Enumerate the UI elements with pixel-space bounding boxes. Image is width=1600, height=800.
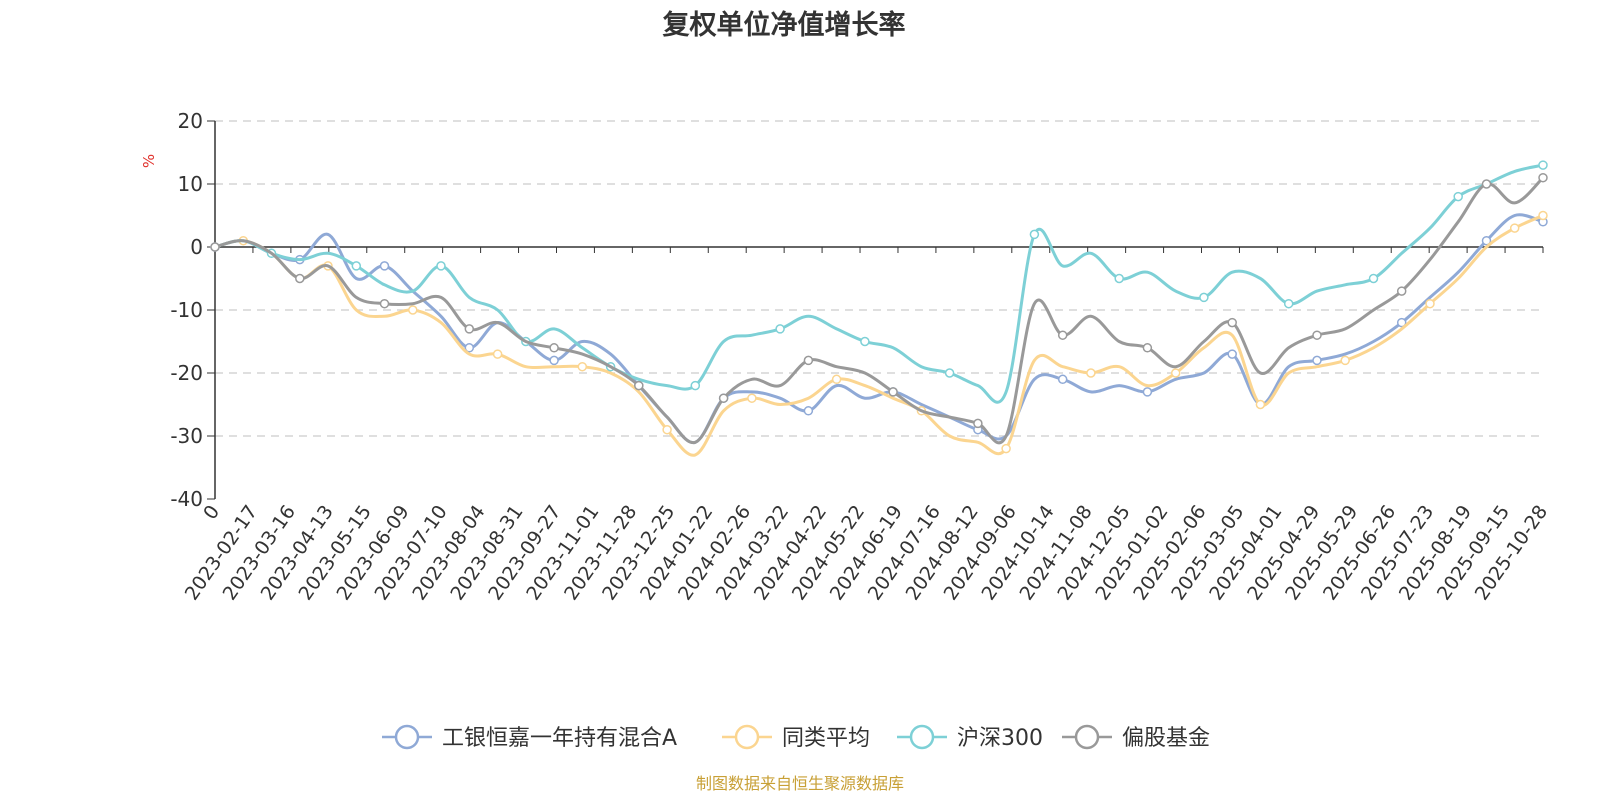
data-source-note: 制图数据来自恒生聚源数据库: [696, 774, 904, 793]
series-point: [1227, 349, 1237, 359]
series-point: [549, 355, 559, 366]
series-point: [662, 424, 672, 435]
legend-marker-icon: [394, 724, 420, 750]
y-tick-label: 20: [178, 109, 203, 133]
series-point: [1481, 235, 1492, 246]
legend-marker-icon: [909, 724, 935, 750]
series-point: [973, 418, 983, 429]
series-point: [436, 261, 446, 271]
series-point: [1029, 229, 1040, 240]
series-point: [1340, 355, 1350, 366]
y-tick-label: -30: [170, 424, 203, 448]
series-point: [634, 380, 644, 391]
series-point: [351, 261, 362, 271]
legend-item[interactable]: 偏股基金: [1062, 724, 1210, 751]
series-point: [1142, 343, 1153, 353]
series-point: [1396, 286, 1407, 296]
series-point: [379, 261, 390, 271]
series-point: [690, 380, 701, 391]
legend: 工银恒嘉一年持有混合A 同类平均 沪深300 偏股基金: [382, 724, 1210, 751]
series-point: [1538, 210, 1548, 221]
legend-item[interactable]: 沪深300: [897, 724, 1043, 751]
legend-label: 工银恒嘉一年持有混合A: [442, 726, 677, 751]
series-point: [1170, 368, 1181, 378]
chart-title: 复权单位净值增长率: [663, 9, 906, 41]
series-point: [1283, 298, 1294, 309]
y-tick-label: -20: [170, 361, 203, 385]
legend-marker-icon: [1074, 724, 1100, 750]
series-point: [1453, 191, 1463, 202]
legend-label: 同类平均: [782, 726, 870, 751]
legend-label: 偏股基金: [1122, 726, 1210, 751]
series-point: [888, 387, 898, 397]
series-point: [831, 374, 842, 385]
grid-lines: [215, 120, 1543, 437]
series-group: [214, 210, 1548, 457]
series-point: [1001, 443, 1011, 454]
series-point: [1509, 223, 1520, 233]
series-point: [1199, 292, 1209, 303]
y-tick-label: -10: [170, 298, 203, 322]
legend-label: 沪深300: [957, 726, 1043, 751]
series-group: [210, 172, 1548, 445]
series-point: [803, 406, 814, 416]
series-point: [1057, 330, 1068, 340]
series-point: [1255, 399, 1266, 410]
series-point: [944, 368, 955, 378]
series-point: [1312, 355, 1322, 366]
series-point: [1312, 330, 1322, 340]
series-lines: [210, 160, 1548, 457]
series-point: [1086, 368, 1096, 378]
legend-item[interactable]: 同类平均: [722, 724, 870, 751]
series-point: [210, 242, 220, 252]
series-point: [492, 349, 503, 359]
y-axis-unit: %: [140, 154, 158, 168]
series-point: [295, 273, 305, 284]
series-point: [464, 343, 475, 353]
series-point: [379, 298, 390, 309]
series-point: [1368, 273, 1379, 284]
series-point: [860, 336, 870, 347]
series-point: [577, 361, 588, 372]
series-line: [214, 163, 1544, 404]
series-point: [408, 305, 418, 315]
series-point: [1227, 317, 1237, 328]
series-point: [1396, 317, 1407, 328]
legend-item[interactable]: 工银恒嘉一年持有混合A: [382, 724, 677, 751]
x-tick-label: 0: [199, 501, 224, 524]
series-point: [1481, 179, 1492, 189]
series-point: [464, 324, 475, 334]
series-point: [803, 355, 814, 366]
legend-marker-icon: [734, 724, 760, 750]
series-point: [1114, 273, 1124, 284]
y-tick-label: 10: [178, 172, 203, 196]
series-point: [1142, 387, 1153, 397]
series-point: [1538, 160, 1548, 170]
series-point: [718, 393, 729, 403]
series-point: [1425, 298, 1435, 309]
series-line: [214, 214, 1544, 457]
series-point: [747, 393, 757, 403]
series-point: [1057, 374, 1068, 385]
y-tick-label: -40: [170, 487, 203, 511]
series-point: [775, 324, 785, 334]
series-point: [549, 343, 559, 353]
series-point: [1538, 172, 1548, 183]
y-tick-label: 0: [190, 235, 203, 259]
series-group: [214, 160, 1548, 404]
